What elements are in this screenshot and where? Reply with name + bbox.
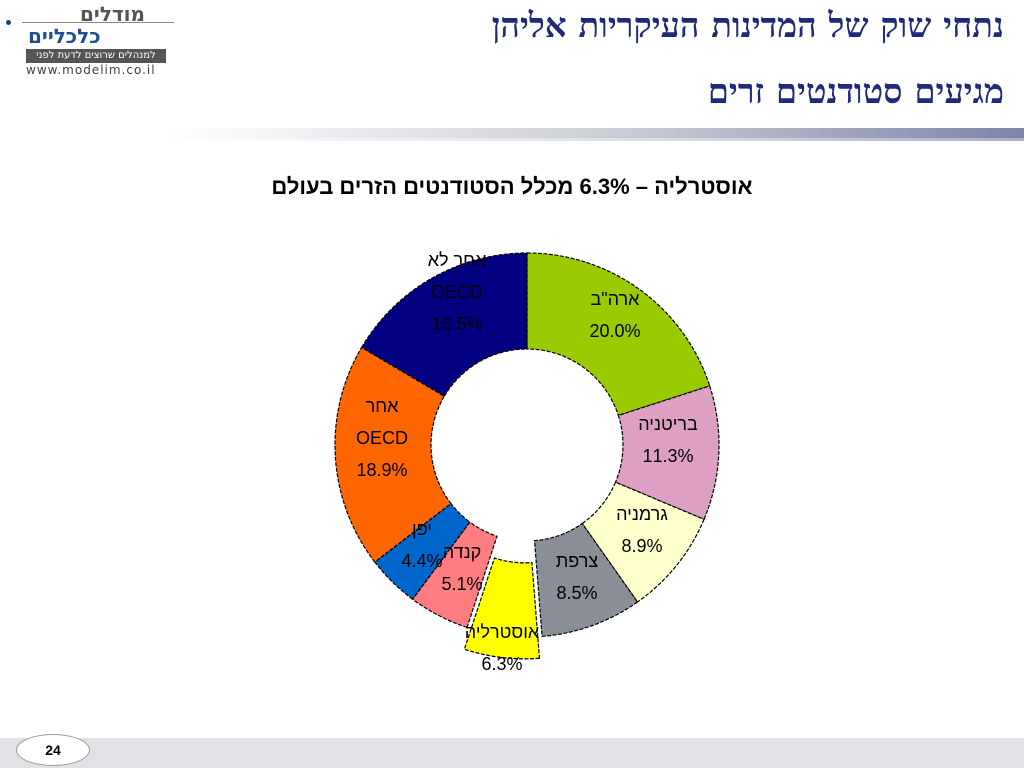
slice-0: [526, 252, 711, 417]
slice-label-8: אחר לא OECD 16.5%: [428, 250, 487, 334]
slide-title-line-2: מגיעים סטודנטים זרים: [707, 72, 1004, 112]
slice-4: [463, 557, 541, 660]
slice-3: [533, 522, 639, 638]
slice-label-4: אוסטרליה 6.3%: [465, 622, 540, 674]
logo-dot: [6, 20, 11, 25]
slice-label-2: גרמניה 8.9%: [616, 504, 668, 556]
logo-url: www.modelim.co.il: [26, 63, 156, 77]
slice-label-3: צרפת 8.5%: [556, 551, 598, 603]
title-underline-secondary: [170, 138, 1024, 141]
slice-label-5: קנדה 5.1%: [441, 542, 482, 594]
slice-label-6: יפן 4.4%: [401, 519, 442, 571]
slice-label-1: בריטניה 11.3%: [638, 414, 698, 466]
title-underline: [170, 128, 1024, 138]
footer-bar: [0, 738, 1024, 768]
slice-2: [581, 481, 705, 603]
logo: מודלים כלכליים למנהלים שרוצים לדעת לפני …: [0, 0, 175, 80]
slice-label-0: ארה"ב 20.0%: [589, 289, 640, 341]
slice-8: [360, 252, 528, 398]
logo-main-text: כלכליים: [28, 24, 101, 48]
slice-label-7: אחר OECD 18.9%: [356, 396, 408, 480]
slice-1: [614, 385, 720, 521]
logo-divider: [22, 22, 174, 23]
chart-title: אוסטרליה – 6.3% מכלל הסטודנטים הזרים בעו…: [271, 174, 753, 199]
logo-tagline: למנהלים שרוצים לדעת לפני: [26, 49, 166, 63]
slice-7: [334, 346, 452, 563]
page-number: 24: [16, 734, 90, 766]
slide-title-line-1: נתחי שוק של המדינות העיקריות אליהן: [491, 6, 1004, 46]
